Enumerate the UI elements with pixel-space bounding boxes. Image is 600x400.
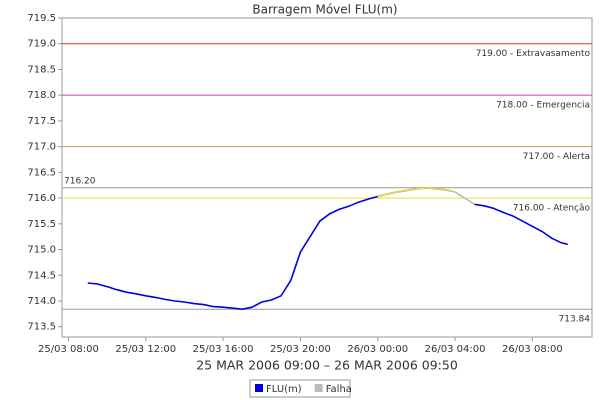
x-tick-label: 25/03 12:00 <box>115 344 176 355</box>
legend-label: Falha <box>326 384 352 395</box>
x-tick-label: 25/03 08:00 <box>38 344 99 355</box>
series-line <box>454 191 475 205</box>
reference-label: 717.00 - Alerta <box>523 152 590 162</box>
x-tick-label: 25/03 16:00 <box>193 344 254 355</box>
reference-label: 713.84 <box>559 315 591 325</box>
reference-label: 718.00 - Emergencia <box>496 101 590 111</box>
plot-area <box>61 17 593 338</box>
x-tick-label: 26/03 08:00 <box>502 344 563 355</box>
y-tick-label: 719.0 <box>27 39 56 50</box>
x-tick-label: 25/03 20:00 <box>270 344 331 355</box>
legend-swatch <box>255 384 263 392</box>
y-tick-label: 718.5 <box>27 64 56 75</box>
y-tick-label: 717.5 <box>27 116 56 127</box>
y-tick-label: 715.5 <box>27 219 56 230</box>
y-tick-label: 716.0 <box>27 193 56 204</box>
y-tick-label: 714.0 <box>27 296 56 307</box>
reference-label: 716.20 <box>64 176 96 186</box>
x-tick-label: 26/03 00:00 <box>347 344 408 355</box>
y-tick-label: 716.5 <box>27 167 56 178</box>
reference-label: 716.00 - Atenção <box>513 204 591 214</box>
y-tick-label: 718.0 <box>27 90 56 101</box>
y-tick-label: 717.0 <box>27 142 56 153</box>
x-axis-label: 25 MAR 2006 09:00 – 26 MAR 2006 09:50 <box>196 358 458 373</box>
legend <box>249 379 351 398</box>
y-tick-label: 714.5 <box>27 270 56 281</box>
legend-swatch <box>314 384 323 392</box>
y-tick-label: 715.0 <box>27 245 56 256</box>
y-tick-label: 713.5 <box>27 322 56 333</box>
reference-label: 719.00 - Extravasamento <box>476 49 591 59</box>
legend-label: FLU(m) <box>266 384 302 395</box>
x-tick-label: 26/03 04:00 <box>425 344 486 355</box>
chart-title: Barragem Móvel FLU(m) <box>252 3 397 17</box>
y-tick-label: 719.5 <box>27 13 56 24</box>
series-line-above <box>377 186 456 198</box>
